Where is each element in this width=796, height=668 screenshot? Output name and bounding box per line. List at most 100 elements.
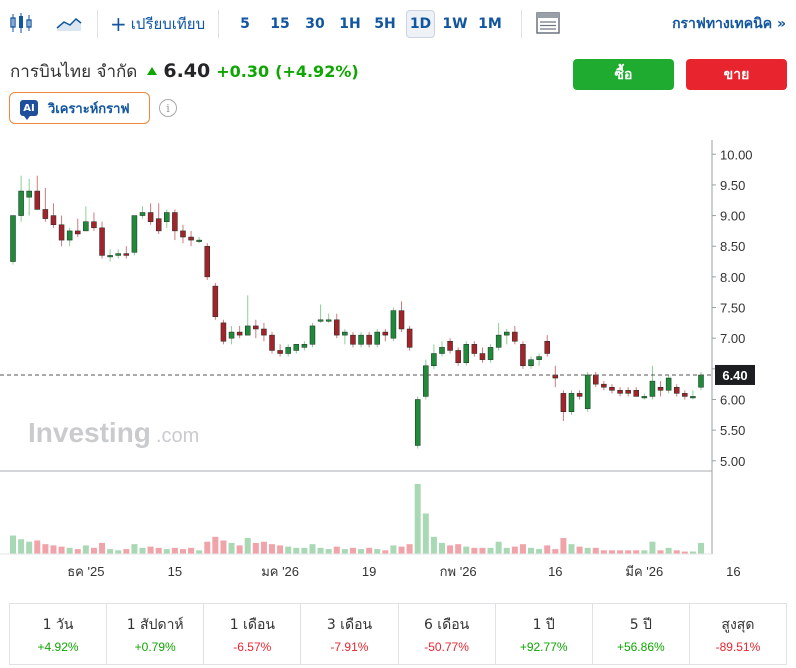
- volume-bar: [479, 547, 486, 554]
- perf-1-week[interactable]: 1 สัปดาห์ +0.79%: [107, 604, 205, 664]
- volume-bar: [285, 546, 292, 554]
- candle-body: [495, 334, 502, 348]
- volume-bar: [665, 547, 672, 554]
- candle-body: [358, 334, 364, 345]
- volume-bar: [236, 545, 243, 554]
- volume-bar: [536, 549, 543, 554]
- volume-bar: [196, 550, 203, 554]
- volume-bar: [147, 546, 154, 554]
- volume-bar: [358, 549, 365, 554]
- candle-body: [665, 377, 672, 391]
- timeframe-5[interactable]: 5: [240, 16, 250, 32]
- candle-body: [366, 334, 372, 345]
- candle-body: [131, 215, 138, 253]
- perf-1-year[interactable]: 1 ปี +92.77%: [496, 604, 593, 664]
- volume-bar: [260, 541, 267, 554]
- candle-body: [398, 310, 405, 330]
- volume-bar: [244, 538, 251, 554]
- timeframe-5h[interactable]: 5H: [374, 16, 396, 32]
- y-tick-label: 9.50: [720, 178, 745, 193]
- perf-value: -7.91%: [330, 640, 369, 654]
- candle-body: [285, 347, 291, 354]
- y-tick-label: 6.00: [720, 392, 745, 407]
- buy-button[interactable]: ซื้อ: [573, 59, 674, 90]
- chart-axes: 5.005.506.006.507.007.508.008.509.009.50…: [0, 140, 753, 579]
- compare-button[interactable]: + เปรียบเทียบ: [110, 12, 205, 36]
- candle-body: [188, 236, 194, 241]
- candles: [10, 175, 704, 449]
- candle-body: [228, 331, 235, 339]
- data-table-icon[interactable]: [535, 11, 561, 35]
- volume-bar: [309, 544, 316, 554]
- candle-body: [584, 374, 591, 409]
- perf-6-month[interactable]: 6 เดือน -50.77%: [399, 604, 496, 664]
- perf-1-month[interactable]: 1 เดือน -6.57%: [204, 604, 302, 664]
- candle-body: [560, 393, 567, 413]
- last-price: 6.40: [163, 60, 211, 82]
- timeframe-1h[interactable]: 1H: [339, 16, 361, 32]
- perf-value: +56.86%: [616, 640, 665, 654]
- candle-body: [277, 350, 283, 354]
- candle-body: [657, 386, 664, 391]
- price-chart[interactable]: Investing .com 5.005.506.006.507.007.508…: [0, 140, 796, 580]
- current-price-tag: 6.40: [0, 364, 755, 385]
- candle-body: [220, 322, 227, 342]
- perf-value: +4.92%: [37, 640, 79, 654]
- toolbar-divider: [97, 10, 98, 38]
- timeframe-1m[interactable]: 1M: [478, 16, 502, 32]
- volume-bar: [220, 540, 227, 554]
- volume-bar: [188, 547, 195, 554]
- volume-bar: [673, 550, 680, 554]
- perf-label: 5 ปี: [629, 617, 652, 633]
- volume-bar: [90, 547, 97, 554]
- perf-label: 1 เดือน: [229, 617, 275, 633]
- volume-bar: [698, 542, 704, 554]
- volume-bar: [568, 544, 575, 554]
- candle-body: [382, 331, 389, 336]
- volume-bar: [560, 538, 567, 554]
- ai-analyze-chart-button[interactable]: AI วิเคราะห์กราฟ: [9, 92, 150, 124]
- candle-body: [423, 365, 429, 397]
- perf-1-day[interactable]: 1 วัน +4.92%: [10, 604, 108, 664]
- perf-max[interactable]: สูงสุด -89.51%: [690, 604, 786, 664]
- volume-bar: [34, 540, 41, 554]
- volume-bar: [390, 545, 397, 554]
- watermark-domain: .com: [156, 425, 199, 447]
- candle-body: [471, 344, 478, 354]
- candle-body: [439, 347, 445, 354]
- volume-bar: [633, 550, 640, 554]
- volume-bar: [269, 544, 276, 554]
- candlestick-type-icon[interactable]: [8, 11, 34, 35]
- volume-bar: [552, 549, 559, 554]
- info-icon[interactable]: i: [159, 99, 177, 117]
- area-chart-icon[interactable]: [56, 13, 82, 33]
- volume-bar: [212, 536, 219, 554]
- candle-body: [10, 215, 16, 262]
- candle-body: [503, 331, 510, 336]
- perf-5-year[interactable]: 5 ปี +56.86%: [593, 604, 690, 664]
- ai-chat-icon: AI: [20, 100, 38, 120]
- volume-bar: [10, 535, 16, 554]
- perf-label: สูงสุด: [721, 617, 755, 633]
- perf-3-month[interactable]: 3 เดือน -7.91%: [301, 604, 399, 664]
- volume-bar: [115, 550, 122, 554]
- volume-bar: [277, 545, 284, 554]
- volume-bar: [349, 547, 356, 554]
- x-tick-label: กพ '26: [440, 564, 477, 579]
- perf-value: -6.57%: [233, 640, 272, 654]
- volume-bar: [293, 547, 300, 554]
- volume-bar: [382, 550, 389, 554]
- volume-bar: [66, 547, 73, 554]
- timeframe-15[interactable]: 15: [270, 16, 290, 32]
- sell-button[interactable]: ขาย: [686, 59, 787, 90]
- candle-body: [253, 325, 259, 330]
- candle-body: [641, 396, 648, 399]
- timeframe-1w[interactable]: 1W: [442, 16, 468, 32]
- candle-body: [83, 221, 89, 232]
- candle-body: [293, 344, 300, 351]
- timeframe-30[interactable]: 30: [305, 16, 325, 32]
- technical-chart-link[interactable]: กราฟทางเทคนิค »: [672, 16, 786, 32]
- timeframe-1d[interactable]: 1D: [406, 10, 435, 38]
- candle-body: [609, 386, 615, 391]
- candle-body: [50, 215, 57, 226]
